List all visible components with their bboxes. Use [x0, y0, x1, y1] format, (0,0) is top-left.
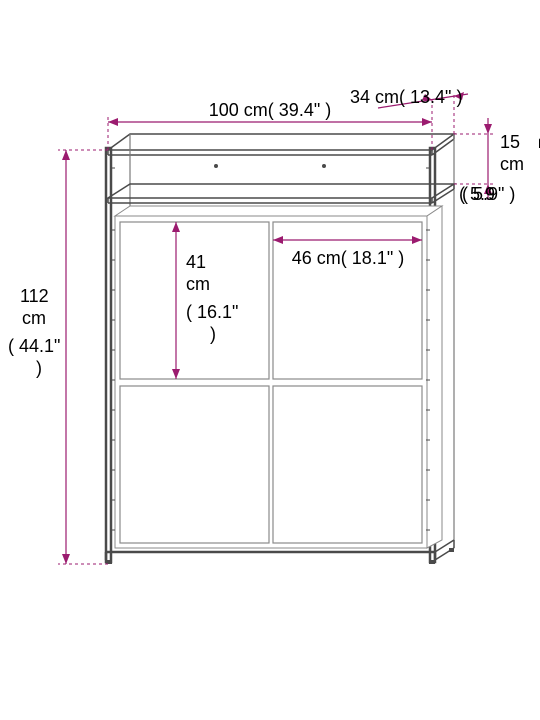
door-top-left: [120, 222, 269, 379]
door-bottom-right: [273, 386, 422, 543]
top-shelf-surface: [108, 134, 454, 150]
dim-depth-in: ( 13.4" ): [399, 87, 462, 107]
svg-text:cm: cm: [186, 274, 210, 294]
svg-text:15: 15: [500, 132, 520, 152]
svg-text:( 5.9" ): ( 5.9" ): [462, 184, 515, 204]
cabinet-right-side: [427, 206, 442, 548]
dim-cabw-cm: 46 cm: [292, 248, 341, 268]
svg-text:46 cm( 18.1" ): 46 cm( 18.1" ): [292, 248, 404, 268]
dim-cabw-in: ( 18.1" ): [341, 248, 404, 268]
dim-depth-cm: 34 cm: [350, 87, 399, 107]
dim-total-height: 112 cm ( 44.1" ): [8, 150, 108, 564]
svg-text:cm: cm: [500, 154, 524, 174]
svg-text:): ): [210, 324, 216, 344]
diagram-svg: 100 cm( 39.4" ) 34 cm( 13.4" ) 15 cm cm …: [0, 0, 540, 720]
svg-text:100 cm( 39.4" ): 100 cm( 39.4" ): [209, 100, 331, 120]
foot-front-left: [106, 560, 112, 564]
door-bottom-left: [120, 386, 269, 543]
dim-width-in: ( 39.4" ): [268, 100, 331, 120]
foot-rear-right: [449, 548, 454, 552]
front-left-post: [106, 148, 111, 562]
dim-width-cm: 100 cm: [209, 100, 268, 120]
foot-front-right: [429, 560, 435, 564]
cabinet-top-strip: [115, 206, 442, 216]
door-top-right: [273, 222, 422, 379]
mid-shelf-surface: [108, 184, 454, 198]
furniture-frame: [106, 134, 454, 564]
svg-text:( 16.1": ( 16.1": [186, 302, 238, 322]
svg-text:): ): [36, 358, 42, 378]
svg-text:34 cm( 13.4" ): 34 cm( 13.4" ): [350, 87, 462, 107]
diagram-container: { "type": "dimensional-diagram", "colors…: [0, 0, 540, 720]
svg-text:41: 41: [186, 252, 206, 272]
dim-top-clearance-labels: 15 cm ( 5.9" ): [462, 128, 539, 208]
svg-text:cm: cm: [22, 308, 46, 328]
dim-height-cm: 112: [20, 286, 49, 306]
svg-text:( 44.1": ( 44.1": [8, 336, 60, 356]
dim-depth: 34 cm( 13.4" ): [350, 87, 468, 150]
